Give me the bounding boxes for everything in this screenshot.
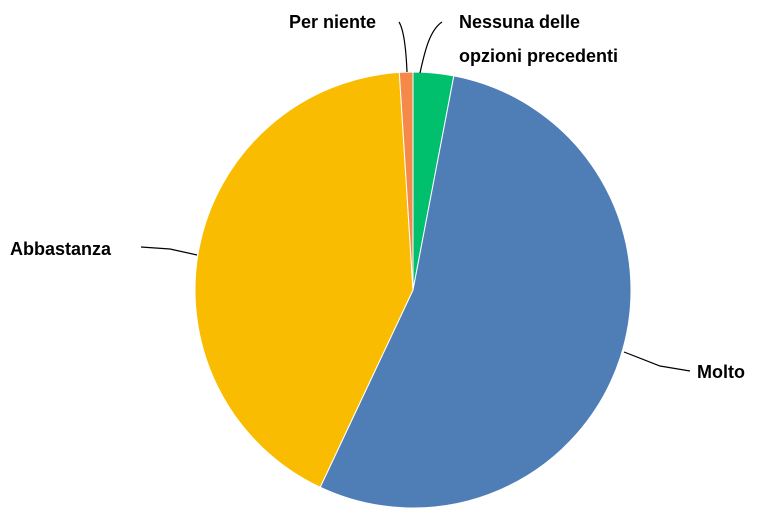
slice-label-molto: Molto bbox=[697, 362, 745, 382]
leader-line-molto bbox=[623, 351, 691, 372]
slice-label-abbastanza: Abbastanza bbox=[10, 239, 112, 259]
leader-line-per-niente bbox=[398, 21, 408, 73]
pie-slice-per-niente bbox=[398, 71, 414, 291]
leader-line-nessuna-delle-opzioni-precedenti bbox=[419, 21, 443, 74]
slice-label-nessuna-delle-opzioni-precedenti-line-2: opzioni precedenti bbox=[459, 46, 618, 66]
pie-slice-abbastanza bbox=[194, 71, 414, 488]
pie-slice-molto bbox=[319, 75, 632, 509]
slice-labels: Nessuna delle opzioni precedenti Molto Abba… bbox=[10, 12, 745, 382]
slice-label-per-niente: Per niente bbox=[289, 12, 376, 32]
slice-label-nessuna-delle-opzioni-precedenti-line-1: Nessuna delle bbox=[459, 12, 580, 32]
leader-lines bbox=[140, 21, 691, 372]
leader-line-abbastanza bbox=[140, 246, 198, 256]
pie-slices bbox=[194, 71, 632, 509]
